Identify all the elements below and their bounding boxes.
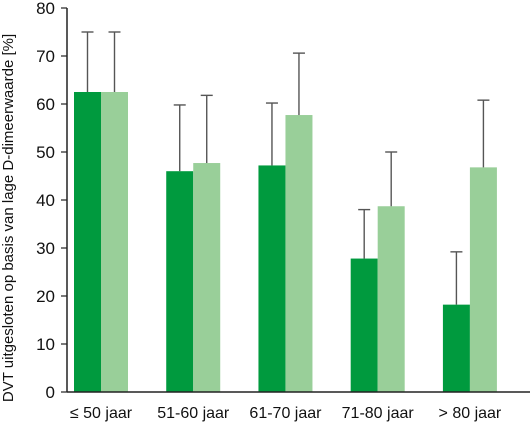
x-category-label: 51-60 jaar [157, 405, 230, 422]
x-category-label: ≤ 50 jaar [70, 405, 133, 422]
y-axis-label: DVT uitgesloten op basis van lage D-dime… [0, 34, 17, 402]
y-tick-label: 60 [36, 95, 55, 114]
y-tick-label: 70 [36, 47, 55, 66]
y-tick-label: 80 [36, 0, 55, 18]
y-tick-label: 0 [46, 383, 55, 402]
bar-series-1 [258, 165, 286, 392]
y-tick-label: 30 [36, 239, 55, 258]
x-category-label: > 80 jaar [439, 405, 502, 422]
x-category-label: 71-80 jaar [342, 405, 415, 422]
y-tick-label: 10 [36, 335, 55, 354]
bar-series-1 [350, 258, 378, 392]
y-tick-label: 50 [36, 143, 55, 162]
bar-series-1 [74, 92, 101, 392]
bar-series-2 [469, 167, 497, 392]
bar-series-2 [101, 92, 128, 392]
x-category-label: 61-70 jaar [249, 405, 322, 422]
bar-series-1 [442, 304, 470, 392]
bar-series-1 [166, 171, 194, 392]
plot-area: 0 10 20 30 40 50 60 70 80 ≤ 50 jaar 51-60 jaar 61-7… [36, 0, 530, 422]
y-tick-label: 20 [36, 287, 55, 306]
y-tick-label: 40 [36, 191, 55, 210]
bar-series-2 [285, 115, 313, 392]
bar-series-2 [377, 206, 405, 392]
bar-series-2 [193, 163, 221, 392]
